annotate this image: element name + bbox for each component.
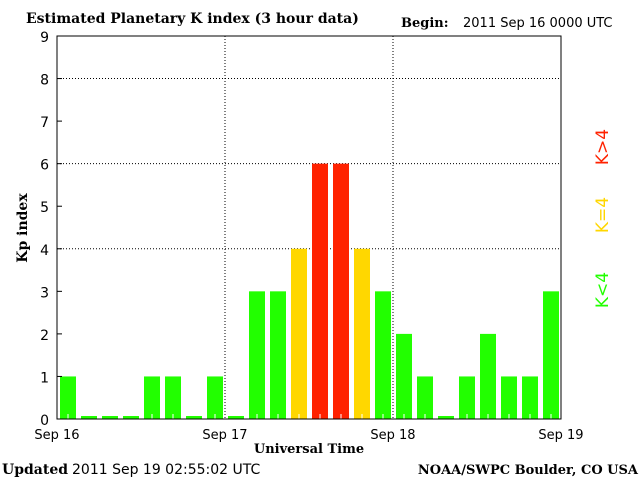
bar — [102, 416, 118, 419]
begin-label: Begin: — [401, 16, 449, 31]
bar — [438, 416, 454, 419]
y-tick-label: 5 — [40, 200, 49, 216]
y-tick-label: 8 — [40, 73, 49, 89]
bar — [123, 416, 139, 419]
bar — [522, 376, 538, 419]
bar — [459, 376, 475, 419]
y-tick-label: 7 — [40, 115, 49, 131]
bar — [165, 376, 181, 419]
y-tick-label: 3 — [40, 285, 49, 301]
bar — [81, 416, 97, 419]
y-tick-label: 1 — [40, 370, 49, 386]
bar — [312, 163, 328, 419]
bar — [417, 376, 433, 419]
chart-title: Estimated Planetary K index (3 hour data… — [26, 11, 359, 27]
y-tick-label: 2 — [40, 328, 49, 344]
bar — [291, 248, 307, 419]
bar — [228, 416, 244, 419]
bar — [375, 291, 391, 419]
bar — [249, 291, 265, 419]
x-tick-label: Sep 18 — [370, 428, 415, 443]
y-tick-label: 0 — [40, 413, 49, 429]
bar — [396, 333, 412, 419]
bar — [186, 416, 202, 419]
x-tick-label: Sep 16 — [34, 428, 79, 443]
bar — [354, 248, 370, 419]
y-axis-label: Kp index — [15, 193, 31, 263]
legend-mid: K=4 — [593, 197, 613, 233]
updated-value: 2011 Sep 19 02:55:02 UTC — [72, 462, 260, 478]
credit: NOAA/SWPC Boulder, CO USA — [418, 463, 639, 478]
legend-high: K>4 — [593, 129, 613, 165]
bar — [60, 376, 76, 419]
bar — [333, 163, 349, 419]
bar — [144, 376, 160, 419]
bar — [480, 333, 496, 419]
begin-value: 2011 Sep 16 0000 UTC — [463, 16, 613, 31]
y-tick-label: 4 — [40, 243, 49, 259]
bar — [501, 376, 517, 419]
bar — [270, 291, 286, 419]
bar — [543, 291, 559, 419]
legend-low: K<4 — [593, 272, 613, 308]
y-tick-label: 6 — [40, 158, 49, 174]
plot-frame — [56, 35, 562, 420]
x-axis-label: Universal Time — [254, 442, 364, 457]
y-tick-label: 9 — [40, 30, 49, 46]
x-tick-label: Sep 19 — [538, 428, 583, 443]
x-tick-label: Sep 17 — [202, 428, 247, 443]
bar — [207, 376, 223, 419]
updated-label: Updated — [2, 462, 68, 478]
